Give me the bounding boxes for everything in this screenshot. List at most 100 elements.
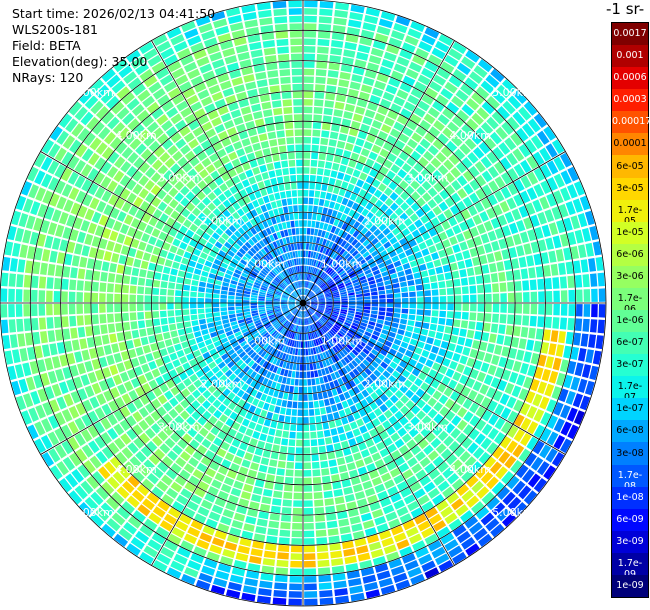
ppi-bin (289, 297, 296, 301)
ppi-bin (47, 160, 60, 175)
ppi-bin (281, 328, 287, 335)
ppi-bin (380, 497, 392, 508)
ppi-bin (400, 257, 409, 265)
ppi-bin (182, 507, 196, 518)
ppi-bin (362, 239, 370, 247)
ppi-bin (437, 273, 445, 282)
ppi-bin (320, 384, 327, 392)
ppi-bin (106, 74, 121, 88)
ppi-bin (382, 325, 391, 331)
ppi-bin (259, 433, 268, 442)
ppi-bin (246, 152, 256, 161)
ppi-bin (163, 425, 174, 436)
ppi-bin (480, 122, 494, 135)
ppi-bin (386, 352, 395, 361)
ppi-bin (290, 560, 302, 568)
ppi-bin (270, 282, 278, 288)
ppi-bin (311, 267, 315, 274)
ppi-bin (173, 41, 188, 53)
ppi-bin (208, 415, 218, 425)
ppi-bin (394, 389, 404, 399)
ppi-bin (322, 176, 330, 184)
ppi-bin (309, 317, 313, 324)
ppi-bin (287, 260, 291, 268)
ppi-bin (314, 287, 320, 293)
ppi-bin (473, 527, 488, 541)
ppi-bin (477, 533, 493, 547)
ppi-bin (390, 103, 402, 114)
ppi-bin (95, 84, 110, 99)
ppi-bin (308, 292, 314, 298)
ppi-bin (345, 34, 359, 43)
ppi-bin (354, 252, 362, 260)
ppi-bin (318, 262, 324, 269)
ppi-bin (386, 245, 395, 254)
ppi-bin (327, 528, 339, 536)
ppi-bin (314, 228, 319, 236)
ppi-bin (333, 354, 340, 362)
ppi-bin (417, 303, 424, 309)
ppi-bin (479, 254, 488, 265)
ppi-bin (210, 584, 226, 595)
ppi-bin (284, 354, 289, 361)
ppi-bin (197, 180, 207, 190)
ppi-bin (180, 197, 190, 207)
ppi-bin (275, 475, 285, 484)
ppi-bin (186, 500, 199, 512)
ppi-bin (329, 284, 337, 289)
ppi-bin (338, 164, 347, 173)
ppi-bin (389, 250, 397, 258)
ppi-bin (525, 202, 536, 216)
ppi-bin (270, 451, 279, 460)
ppi-bin (252, 354, 260, 362)
ppi-bin (235, 552, 249, 562)
ppi-bin (330, 286, 337, 291)
ppi-bin (537, 316, 545, 328)
ppi-bin (193, 349, 202, 358)
ppi-bin (128, 348, 137, 359)
ppi-bin (336, 211, 343, 220)
ppi-bin (282, 237, 287, 245)
ppi-bin (409, 383, 419, 393)
ppi-bin (286, 322, 292, 329)
ppi-bin (218, 266, 227, 273)
ppi-bin (274, 310, 282, 314)
ppi-bin (241, 272, 249, 278)
ppi-bin (498, 142, 511, 155)
ppi-bin (68, 303, 76, 315)
ppi-bin (95, 106, 109, 120)
ppi-bin (174, 254, 183, 263)
ppi-bin (152, 506, 166, 518)
ppi-bin (327, 208, 333, 216)
ppi-bin (156, 177, 167, 188)
ppi-bin (63, 393, 74, 407)
ppi-bin (310, 299, 318, 302)
ppi-bin (429, 80, 443, 93)
ppi-bin (485, 518, 500, 532)
ppi-bin (319, 376, 325, 384)
ppi-bin (560, 304, 568, 316)
ppi-bin (274, 574, 288, 583)
ppi-bin (356, 205, 365, 214)
ppi-bin (101, 523, 116, 538)
ppi-bin (333, 186, 340, 195)
ppi-bin (136, 109, 150, 122)
ppi-bin (276, 256, 282, 264)
ppi-bin (392, 317, 400, 323)
ppi-bin (504, 211, 515, 224)
ppi-bin (208, 181, 218, 191)
ppi-bin (376, 155, 386, 165)
ppi-bin (41, 418, 53, 433)
ppi-bin (298, 318, 301, 325)
ppi-bin (533, 477, 547, 493)
ppi-bin (255, 321, 262, 327)
ppi-bin (413, 272, 421, 279)
ppi-bin (397, 427, 407, 437)
ppi-bin (365, 356, 373, 364)
ppi-bin (233, 141, 243, 150)
ppi-bin (166, 567, 182, 579)
ppi-bin (197, 292, 205, 298)
ppi-bin (132, 470, 145, 483)
ppi-bin (351, 395, 360, 404)
ppi-bin (311, 303, 318, 305)
